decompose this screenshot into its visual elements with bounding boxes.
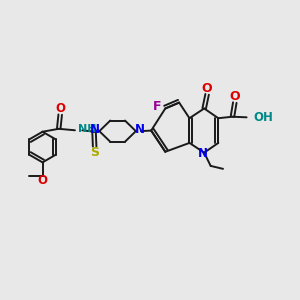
Text: N: N [90,123,100,136]
Text: OH: OH [253,111,273,124]
Text: O: O [38,174,47,188]
Text: NH: NH [79,124,97,134]
Text: N: N [135,123,145,136]
Text: S: S [90,146,99,159]
Text: O: O [55,102,65,115]
Text: O: O [230,90,240,103]
Text: O: O [202,82,212,95]
Text: N: N [198,147,208,160]
Text: F: F [153,100,161,112]
